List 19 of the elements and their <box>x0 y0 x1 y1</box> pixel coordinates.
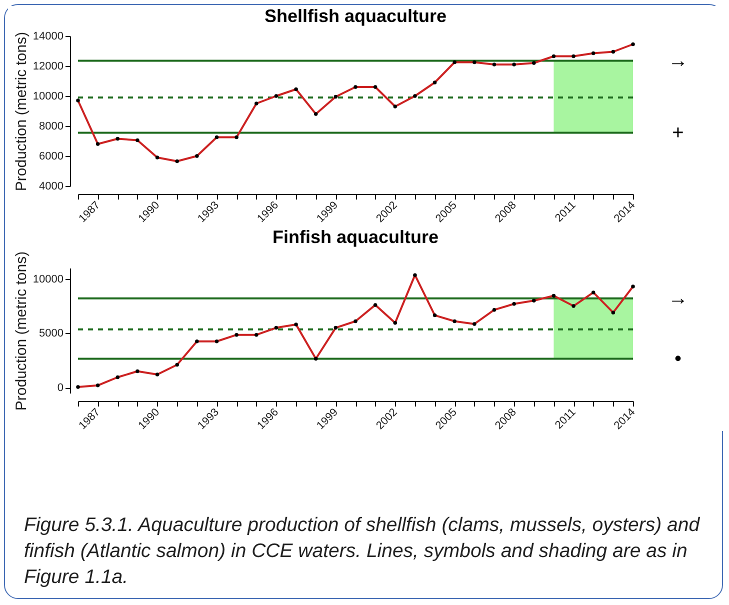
y-tick-label: 14000 <box>32 30 64 42</box>
y-tick-label: 5000 <box>39 328 64 340</box>
caption: Figure 5.3.1. Aquaculture production of shellfish (clams, mussels, oysters) and finfish (Atlantic salmon) in CCE waters. Lines, symbols and shading are as in Figure 1.1a. <box>24 513 701 590</box>
chart-title: Finfish aquaculture <box>272 226 439 247</box>
y-tick-label: 6000 <box>39 150 64 162</box>
text: → <box>668 50 688 72</box>
y-tick-label: 12000 <box>32 60 64 72</box>
text: + <box>672 122 684 144</box>
chart-title: Shellfish aquaculture <box>264 6 447 26</box>
line-series <box>76 42 635 164</box>
text: • <box>674 348 682 370</box>
y-tick-label: 0 <box>57 382 64 394</box>
y-tick-label: 10000 <box>32 273 64 286</box>
y-tick-label: 4000 <box>39 180 64 192</box>
y-tick-label: 10000 <box>32 90 64 102</box>
y-axis-title: Production (metric tons) <box>12 251 30 411</box>
text: → <box>668 287 688 310</box>
y-tick-label: 8000 <box>39 120 64 132</box>
y-axis-title: Production (metric tons) <box>12 32 30 192</box>
